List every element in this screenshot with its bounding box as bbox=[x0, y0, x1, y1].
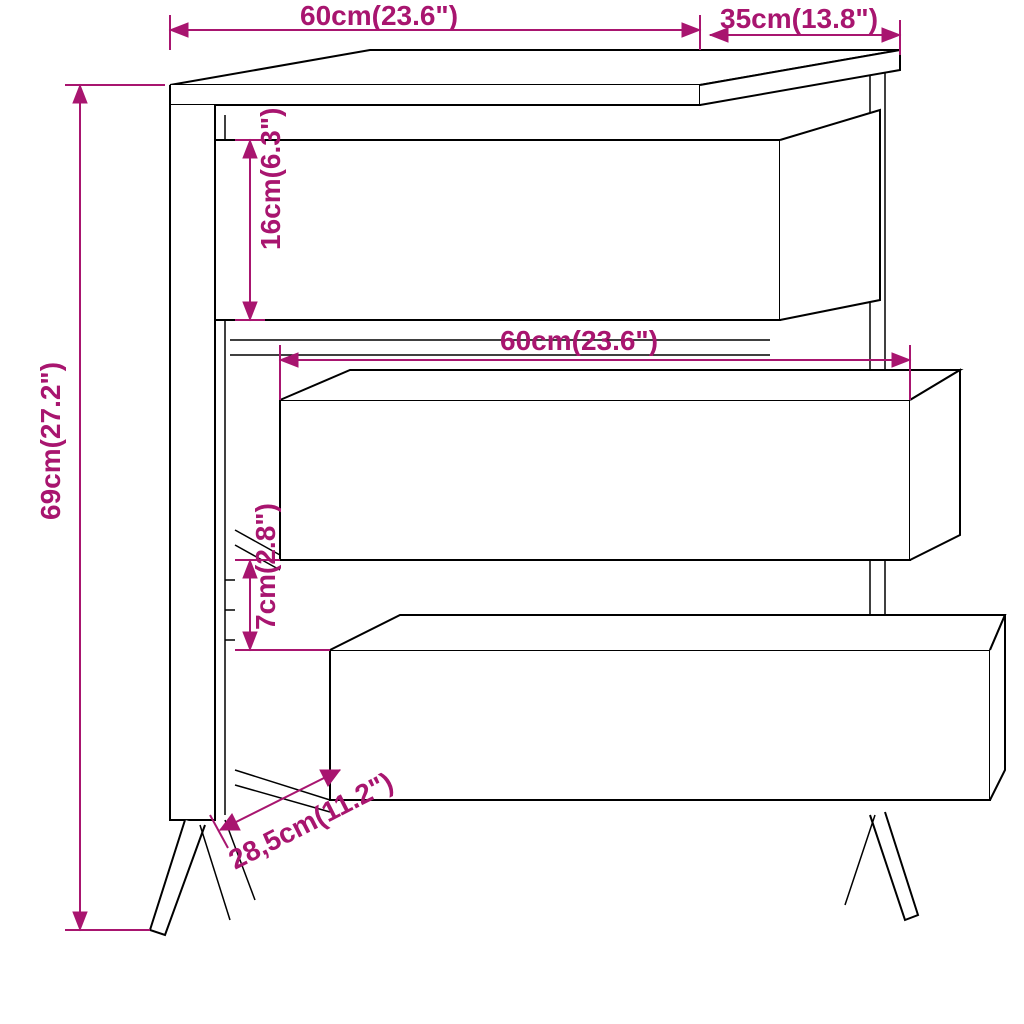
dim-leg-height-label: 7cm(2.8") bbox=[250, 503, 281, 630]
dim-height: 69cm(27.2") bbox=[35, 85, 165, 930]
dim-pullout-label: 28,5cm(11.2") bbox=[224, 766, 398, 875]
dim-top-depth: 35cm(13.8") bbox=[710, 3, 900, 55]
dim-drawer-width-label: 60cm(23.6") bbox=[500, 325, 658, 356]
furniture-dimension-diagram: 60cm(23.6") 35cm(13.8") 69cm(27.2") bbox=[0, 0, 1024, 1024]
dim-drawer-height-label: 16cm(6.3") bbox=[255, 108, 286, 250]
dim-pullout: 28,5cm(11.2") bbox=[210, 766, 398, 875]
dim-top-width: 60cm(23.6") bbox=[170, 0, 700, 50]
dim-top-depth-label: 35cm(13.8") bbox=[720, 3, 878, 34]
dim-height-label: 69cm(27.2") bbox=[35, 362, 66, 520]
dim-top-width-label: 60cm(23.6") bbox=[300, 0, 458, 31]
